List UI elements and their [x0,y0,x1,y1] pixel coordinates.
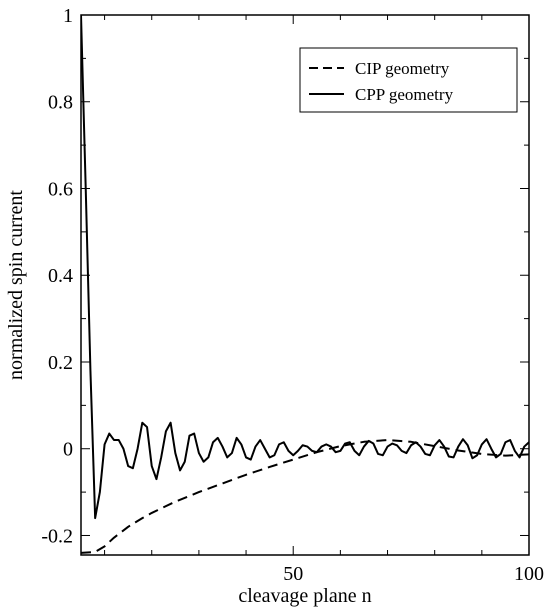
y-tick-label: 0.6 [48,178,73,200]
x-tick-label: 100 [514,563,544,585]
series-line-cpp [81,15,529,520]
y-tick-label: 0.4 [48,265,73,287]
y-axis-label: normalized spin current [5,190,27,380]
tick-labels: -0.2 0 0.2 0.4 0.6 0.8 1 50 100 [41,5,544,585]
series-layer [81,15,529,554]
y-tick-label: 0.2 [48,352,73,374]
y-tick-label: 0 [63,439,73,461]
series-line-cip [81,439,529,554]
legend: CIP geometry CPP geometry [299,47,518,113]
legend-label-cip: CIP geometry [355,59,450,78]
legend-label-cpp: CPP geometry [355,85,454,104]
y-tick-label: 1 [63,5,73,27]
y-tick-label: 0.8 [48,92,73,114]
x-tick-label: 50 [283,563,303,585]
x-axis-label: cleavage plane n [238,585,371,607]
y-tick-label: -0.2 [41,525,73,547]
legend-box [299,47,518,113]
